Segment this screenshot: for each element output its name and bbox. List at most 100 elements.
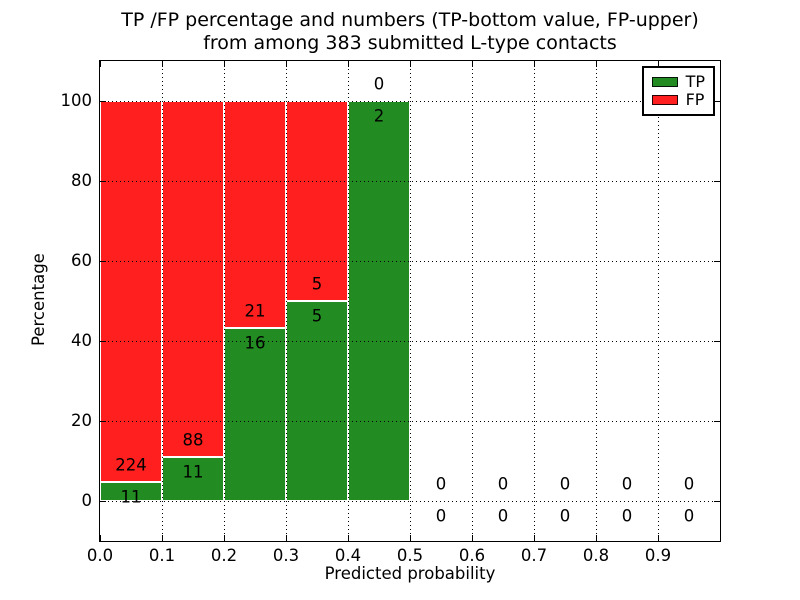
x-tick-label: 0.4 — [334, 546, 362, 565]
x-tick-label: 0.6 — [458, 546, 486, 565]
x-tick-mark-top — [658, 61, 659, 67]
tp-count-annotation: 0 — [683, 506, 695, 526]
gridline-x-0.8 — [596, 61, 597, 541]
y-tick-mark-right — [714, 101, 720, 102]
x-tick-label: 0.8 — [582, 546, 610, 565]
gridline-x-0.5 — [410, 61, 411, 541]
x-tick-mark — [534, 535, 535, 541]
x-tick-mark — [348, 535, 349, 541]
x-tick-mark-top — [410, 61, 411, 67]
fp-bar — [224, 101, 286, 329]
chart-title-line-1: TP /FP percentage and numbers (TP-bottom… — [121, 9, 699, 31]
y-tick-mark — [100, 501, 106, 502]
chart-title: TP /FP percentage and numbers (TP-bottom… — [100, 9, 720, 55]
legend-item-tp: TP — [651, 72, 705, 91]
chart-title-line-2: from among 383 submitted L-type contacts — [203, 32, 617, 54]
tp-count-annotation: 16 — [244, 333, 266, 353]
fp-count-annotation: 0 — [621, 474, 633, 494]
x-tick-mark-top — [100, 61, 101, 67]
plot-area: TP FP 224 11 88 11 21 16 5 5 0 2 0 0 0 0 0 0 0 0 0 0 — [99, 60, 721, 542]
tp-count-annotation: 0 — [497, 506, 509, 526]
y-tick-label: 80 — [71, 171, 92, 190]
gridline-x-0.1 — [162, 61, 163, 541]
gridline-x-0.4 — [348, 61, 349, 541]
y-tick-mark-right — [714, 181, 720, 182]
x-tick-mark — [472, 535, 473, 541]
fp-count-annotation: 0 — [497, 474, 509, 494]
x-tick-label: 0.2 — [210, 546, 238, 565]
fp-bar — [162, 101, 224, 457]
x-tick-label: 0.1 — [148, 546, 176, 565]
x-tick-mark — [410, 535, 411, 541]
legend: TP FP — [641, 66, 715, 116]
tp-bar — [224, 328, 286, 501]
y-tick-label: 40 — [71, 331, 92, 350]
x-tick-mark — [224, 535, 225, 541]
y-tick-mark-right — [714, 341, 720, 342]
y-tick-mark — [100, 341, 106, 342]
x-tick-mark — [286, 535, 287, 541]
fp-count-annotation: 224 — [115, 455, 147, 475]
y-tick-mark-right — [714, 501, 720, 502]
x-tick-label: 0.5 — [396, 546, 424, 565]
y-tick-mark — [100, 101, 106, 102]
x-tick-label: 0.0 — [86, 546, 114, 565]
x-tick-mark-top — [348, 61, 349, 67]
x-tick-mark-top — [224, 61, 225, 67]
fp-count-annotation: 0 — [683, 474, 695, 494]
tp-count-annotation: 5 — [311, 306, 323, 326]
x-tick-label: 0.7 — [520, 546, 548, 565]
x-tick-mark-top — [162, 61, 163, 67]
y-tick-label: 20 — [71, 411, 92, 430]
legend-label-tp: TP — [685, 72, 705, 91]
fp-count-annotation: 88 — [182, 430, 204, 450]
fp-count-annotation: 21 — [244, 301, 266, 321]
legend-item-fp: FP — [651, 90, 705, 109]
tp-count-annotation: 0 — [621, 506, 633, 526]
y-tick-mark-right — [714, 261, 720, 262]
x-tick-label: 0.3 — [272, 546, 300, 565]
x-tick-mark — [596, 535, 597, 541]
y-tick-mark — [100, 421, 106, 422]
x-tick-mark-top — [534, 61, 535, 67]
y-tick-mark — [100, 181, 106, 182]
y-tick-mark — [100, 261, 106, 262]
x-tick-label: 0.9 — [644, 546, 672, 565]
x-tick-mark — [162, 535, 163, 541]
x-axis-label: Predicted probability — [324, 564, 496, 583]
y-tick-mark-right — [714, 421, 720, 422]
gridline-x-0.6 — [472, 61, 473, 541]
tp-bar — [348, 101, 410, 501]
tp-swatch-icon — [651, 77, 678, 87]
tp-count-annotation: 11 — [120, 487, 142, 507]
gridline-x-0.9 — [658, 61, 659, 541]
fp-count-annotation: 0 — [373, 74, 385, 94]
x-tick-mark — [100, 535, 101, 541]
fp-bar — [100, 101, 162, 483]
tp-count-annotation: 0 — [559, 506, 571, 526]
fp-count-annotation: 5 — [311, 274, 323, 294]
y-axis-label: Percentage — [29, 253, 48, 347]
tp-count-annotation: 2 — [373, 106, 385, 126]
gridline-x-0.7 — [534, 61, 535, 541]
tp-bar — [162, 456, 224, 501]
tp-count-annotation: 11 — [182, 462, 204, 482]
gridline-x-0.2 — [224, 61, 225, 541]
x-tick-mark-top — [472, 61, 473, 67]
x-tick-mark — [658, 535, 659, 541]
fp-bar — [286, 101, 348, 301]
y-tick-label: 0 — [81, 491, 93, 510]
y-tick-label: 100 — [60, 91, 93, 110]
tp-bar — [100, 482, 162, 501]
fp-swatch-icon — [651, 95, 678, 105]
y-tick-label: 60 — [71, 251, 92, 270]
x-tick-mark-top — [596, 61, 597, 67]
tp-bar — [286, 301, 348, 501]
fp-count-annotation: 0 — [435, 474, 447, 494]
tp-count-annotation: 0 — [435, 506, 447, 526]
gridline-x-0.3 — [286, 61, 287, 541]
fp-count-annotation: 0 — [559, 474, 571, 494]
x-tick-mark-top — [286, 61, 287, 67]
legend-label-fp: FP — [685, 90, 705, 109]
